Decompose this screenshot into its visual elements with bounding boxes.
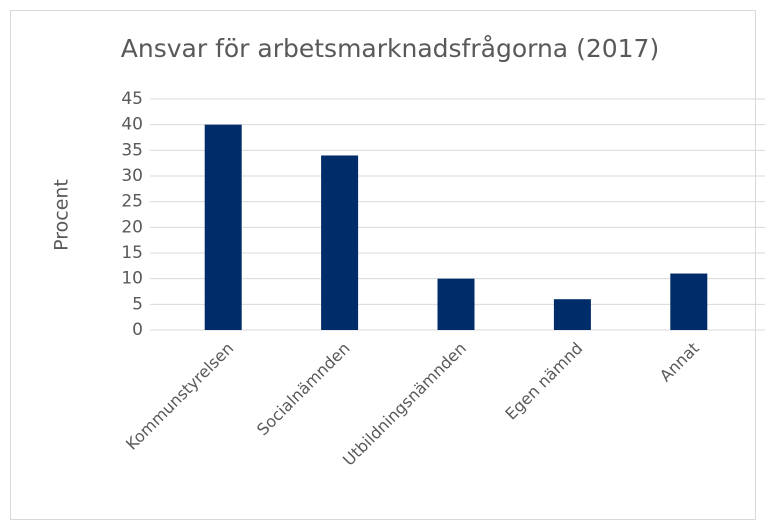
chart-frame (10, 10, 756, 520)
y-tick-label: 15 (121, 243, 143, 263)
y-tick-label: 10 (121, 269, 143, 289)
chart-title: Ansvar för arbetsmarknadsfrågorna (2017) (121, 34, 659, 63)
y-tick-label: 40 (121, 115, 143, 135)
y-tick-label: 30 (121, 166, 143, 186)
bar (553, 299, 591, 330)
bar (204, 124, 242, 331)
y-tick-label: 20 (121, 217, 143, 237)
bar (321, 155, 359, 330)
y-axis-label: Procent (51, 179, 73, 251)
y-tick-label: 45 (121, 89, 143, 109)
y-tick-label: 0 (132, 320, 143, 340)
bar (437, 278, 475, 330)
bar (670, 273, 708, 330)
y-tick-label: 5 (132, 294, 143, 314)
y-tick-label: 25 (121, 192, 143, 212)
y-tick-label: 35 (121, 140, 143, 160)
